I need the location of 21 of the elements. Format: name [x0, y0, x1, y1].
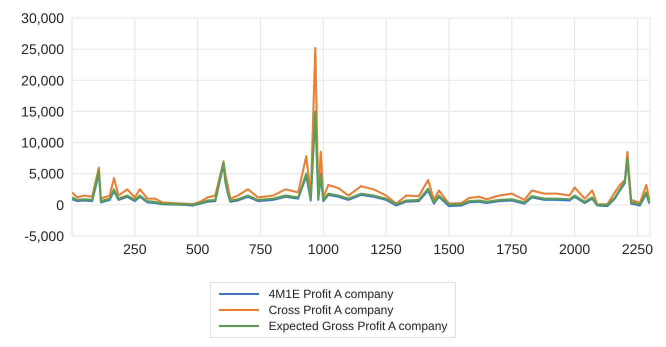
y-tick-label: 0	[56, 196, 64, 213]
legend-label: Cross Profit A company	[268, 302, 394, 318]
y-tick-label: 15,000	[21, 103, 64, 120]
x-tick-label: 1500	[433, 240, 465, 257]
line-series	[72, 46, 650, 206]
y-tick-label: 5,000	[28, 166, 64, 182]
y-tick-label: -5,000	[24, 228, 64, 244]
x-tick-label: 2000	[559, 240, 590, 257]
x-tick-label: 500	[186, 240, 210, 257]
x-tick-label: 750	[248, 240, 272, 257]
x-tick-label: 250	[123, 240, 147, 257]
x-tick-label: 2250	[622, 240, 654, 257]
legend-label: 4M1E Profit A company	[268, 286, 394, 302]
x-tick-label: 1250	[370, 240, 402, 257]
legend-label: Expected Gross Profit A company	[268, 318, 448, 334]
x-tick-label: 1000	[308, 240, 340, 257]
y-tick-label: 20,000	[21, 72, 64, 88]
y-tick-label: 10,000	[21, 134, 64, 151]
y-tick-label: 30,000	[21, 10, 64, 26]
y-tick-label: 25,000	[21, 41, 64, 58]
x-tick-label: 1750	[496, 240, 528, 257]
